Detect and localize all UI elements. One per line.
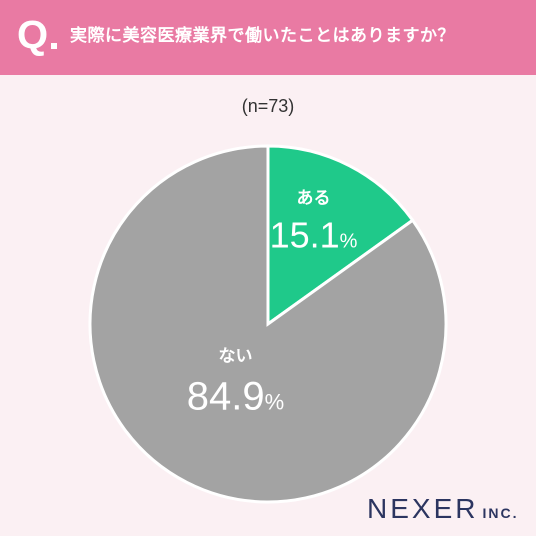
slice-label-yes: ある bbox=[297, 188, 331, 208]
question-text: 実際に美容医療業界で働いたことはありますか？ bbox=[70, 26, 455, 46]
slice-value-no: 84.9% bbox=[187, 374, 284, 418]
q-dot-icon bbox=[51, 43, 57, 49]
pie-slice-no bbox=[88, 144, 448, 504]
nexer-logo: NEXER INC. bbox=[367, 493, 518, 525]
question-header: Q 実際に美容医療業界で働いたことはありますか？ bbox=[0, 0, 536, 75]
slice-label-no: ない bbox=[219, 346, 253, 366]
pie-slice-yes bbox=[266, 144, 415, 327]
logo-suffix: INC. bbox=[482, 505, 519, 521]
sample-size-label: (n=73) bbox=[241, 96, 295, 116]
logo-main: NEXER bbox=[367, 493, 479, 524]
slice-value-yes: 15.1% bbox=[270, 214, 358, 255]
q-icon: Q bbox=[17, 13, 49, 57]
